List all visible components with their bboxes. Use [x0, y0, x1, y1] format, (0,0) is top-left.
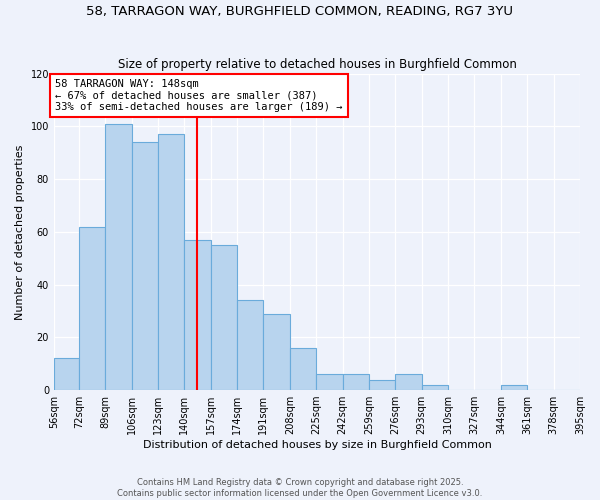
Bar	[79, 226, 105, 390]
Text: Contains HM Land Registry data © Crown copyright and database right 2025.
Contai: Contains HM Land Registry data © Crown c…	[118, 478, 482, 498]
Bar	[290, 348, 316, 390]
X-axis label: Distribution of detached houses by size in Burghfield Common: Distribution of detached houses by size …	[143, 440, 491, 450]
Bar	[343, 374, 369, 390]
Bar	[131, 142, 158, 390]
Bar	[211, 245, 237, 390]
Bar	[369, 380, 395, 390]
Bar	[501, 385, 527, 390]
Text: 58 TARRAGON WAY: 148sqm
← 67% of detached houses are smaller (387)
33% of semi-d: 58 TARRAGON WAY: 148sqm ← 67% of detache…	[55, 79, 343, 112]
Bar	[54, 358, 79, 390]
Bar	[263, 314, 290, 390]
Y-axis label: Number of detached properties: Number of detached properties	[15, 144, 25, 320]
Title: Size of property relative to detached houses in Burghfield Common: Size of property relative to detached ho…	[118, 58, 517, 71]
Bar	[422, 385, 448, 390]
Text: 58, TARRAGON WAY, BURGHFIELD COMMON, READING, RG7 3YU: 58, TARRAGON WAY, BURGHFIELD COMMON, REA…	[86, 5, 514, 18]
Bar	[237, 300, 263, 390]
Bar	[316, 374, 343, 390]
Bar	[184, 240, 211, 390]
Bar	[395, 374, 422, 390]
Bar	[158, 134, 184, 390]
Bar	[105, 124, 131, 390]
